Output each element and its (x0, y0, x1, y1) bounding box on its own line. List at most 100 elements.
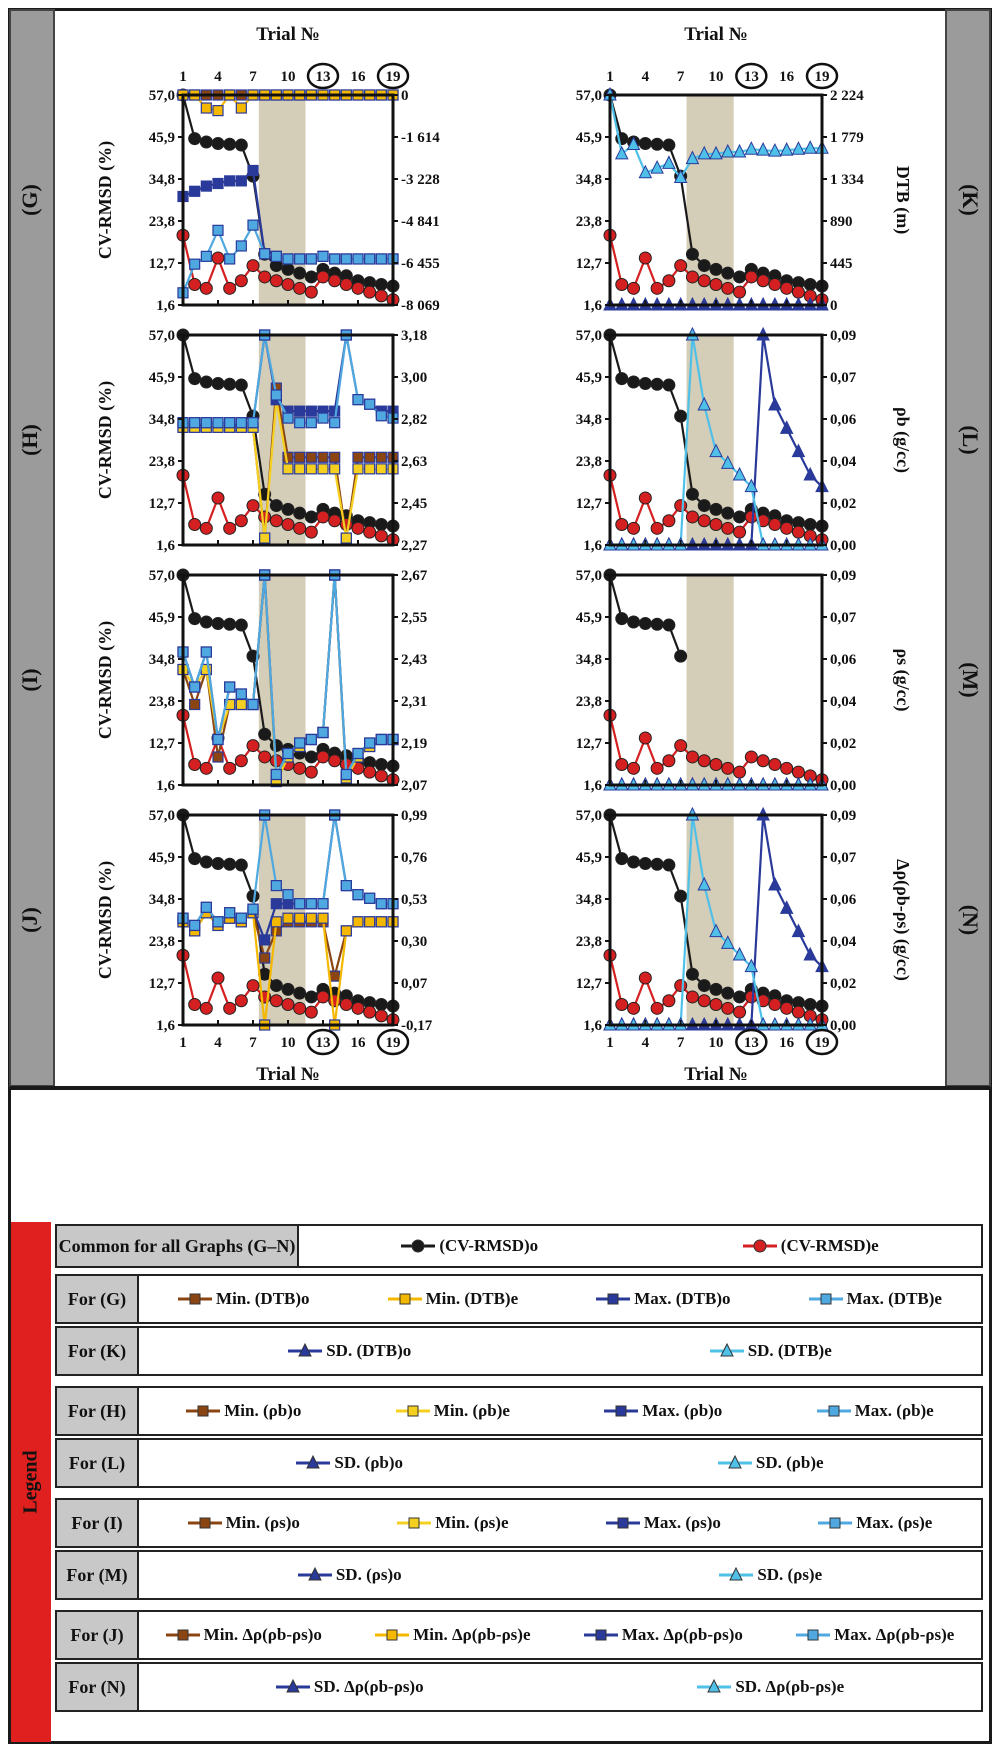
data-point-J-1-17 (363, 1005, 377, 1019)
legend-item-label: Min. (DTB)o (216, 1289, 310, 1308)
data-point-H-0-11 (293, 506, 307, 520)
y-tick-H-1: 45,9 (149, 370, 175, 386)
legend-row-fl: For (L) SD. (ρb)o SD. (ρb)e (55, 1438, 983, 1488)
data-point-K-3-7 (673, 169, 688, 184)
x-tick-J-1: 4 (214, 1035, 222, 1051)
data-point-J-1-7 (246, 979, 260, 993)
data-point-H-5-11 (294, 417, 306, 429)
data-point-M-0-2 (615, 612, 629, 626)
data-point-N-0-7 (674, 889, 688, 903)
data-point-N-1-9 (697, 994, 711, 1008)
data-point-H-1-7 (246, 499, 260, 513)
data-point-H-5-9 (270, 389, 282, 401)
y2-tick-K-3: 890 (830, 214, 853, 230)
legend-item: Max. Δρ(ρb-ρs)o (583, 1625, 743, 1645)
data-point-H-5-14 (329, 417, 341, 429)
data-point-J-1-6 (234, 994, 248, 1008)
data-point-H-1-18 (374, 529, 388, 543)
data-point-K-3-6 (662, 155, 676, 169)
legend-marker-triangle (719, 1567, 754, 1581)
y2-tick-K-2: 1 334 (830, 172, 864, 188)
circled-tick-G-13 (306, 62, 340, 90)
y-tick-M-2: 34,8 (576, 652, 602, 668)
legend-item-label: (CV-RMSD)o (439, 1236, 539, 1255)
data-point-H-1-14 (328, 514, 342, 528)
y2-tick-I-2: 2,43 (401, 652, 427, 668)
data-point-G-0-11 (293, 266, 307, 280)
data-point-K-1-9 (697, 274, 711, 288)
data-point-L-1-12 (733, 525, 747, 539)
data-point-K-0-11 (721, 266, 735, 280)
data-point-L-0-5 (650, 377, 664, 391)
legend-row-label: For (H) (57, 1388, 139, 1434)
y-tick-M-1: 45,9 (576, 610, 602, 626)
data-point-K-1-17 (791, 285, 805, 299)
data-point-M-1-3 (627, 761, 641, 775)
y2-tick-L-3: 0,04 (830, 454, 857, 470)
data-point-L-0-11 (721, 506, 735, 520)
data-point-J-5-4 (212, 916, 224, 928)
y2-tick-N-3: 0,04 (830, 934, 857, 950)
legend-item: SD. Δρ(ρb-ρs)o (275, 1677, 424, 1697)
data-point-N-2-15 (768, 876, 782, 891)
legend-marker-square (178, 1293, 213, 1305)
data-point-L-2-17 (791, 443, 806, 458)
data-point-J-5-13 (317, 898, 329, 910)
data-point-G-1-11 (293, 281, 307, 295)
data-point-G-0-4 (211, 137, 225, 151)
data-point-G-3-6 (235, 102, 247, 114)
legend-item-label: SD. (DTB)o (326, 1341, 412, 1360)
data-point-G-1-13 (316, 270, 330, 284)
data-point-G-1-6 (234, 274, 248, 288)
data-point-J-3-12 (305, 912, 317, 924)
x-axis-title-top-right: Trial № (684, 24, 748, 45)
y2-tick-I-1: 2,55 (401, 610, 427, 626)
shaded-region-M (686, 575, 734, 785)
data-point-J-5-7 (247, 903, 259, 915)
y-label-H: CV-RMSD (%) (95, 381, 116, 499)
legend-item: Min. Δρ(ρb-ρs)o (165, 1625, 322, 1645)
circled-tick-J-13 (306, 1028, 340, 1056)
legend-marker-circle (401, 1239, 436, 1253)
data-point-G-0-18 (374, 278, 388, 292)
data-point-K-1-15 (768, 278, 782, 292)
data-point-I-0-4 (211, 617, 225, 631)
x-tick-J-4: 13 (316, 1035, 331, 1051)
side-label-g: (G) (17, 184, 42, 216)
y2-tick-I-3: 2,31 (401, 694, 427, 710)
data-point-H-2-16 (352, 451, 364, 463)
data-point-G-5-15 (340, 253, 352, 265)
data-point-K-0-18 (803, 278, 817, 292)
legend-row-label: Common for all Graphs (G–N) (57, 1226, 299, 1266)
data-point-G-1-14 (328, 274, 342, 288)
charts-area: (G) (H) (I) (J) (K) (L) (M) (N) Trial № Trial № Tr… (9, 9, 991, 1090)
legend-row-label: For (M) (57, 1552, 139, 1598)
y-tick-K-0: 57,0 (576, 88, 602, 104)
legend-item: Min. Δρ(ρb-ρs)e (375, 1625, 531, 1645)
data-point-M-1-17 (791, 765, 805, 779)
data-point-M-1-4 (638, 731, 652, 745)
y-tick-I-4: 12,7 (149, 736, 176, 752)
data-point-J-1-2 (188, 998, 202, 1012)
data-point-N-0-18 (803, 998, 817, 1012)
data-point-I-5-9 (270, 768, 282, 781)
data-point-H-0-10 (281, 502, 295, 516)
data-point-H-1-15 (339, 518, 353, 532)
y-tick-I-5: 1,6 (156, 778, 175, 794)
y2-tick-I-0: 2,67 (401, 568, 428, 584)
data-point-J-1-16 (351, 1001, 365, 1015)
legend-marker-square (387, 1293, 422, 1305)
data-point-I-2-2 (189, 698, 201, 711)
data-point-H-0-18 (374, 518, 388, 532)
x-tick-K-5: 16 (779, 69, 795, 85)
legend-item-label: Min. Δρ(ρb-ρs)e (413, 1625, 531, 1644)
chart-K: 57,0 45,9 34,8 23,8 12,7 1,6 2 224 1 779 1 334 89… (576, 62, 913, 314)
legend-marker-triangle (717, 1455, 752, 1469)
data-point-L-1-9 (697, 514, 711, 528)
data-point-J-0-11 (293, 986, 307, 1000)
legend-item-label: Min. (ρs)e (435, 1513, 509, 1532)
data-point-N-1-7 (674, 979, 688, 993)
data-point-K-1-2 (615, 278, 629, 292)
data-point-H-1-16 (351, 521, 365, 535)
data-point-I-5-7 (247, 698, 259, 711)
